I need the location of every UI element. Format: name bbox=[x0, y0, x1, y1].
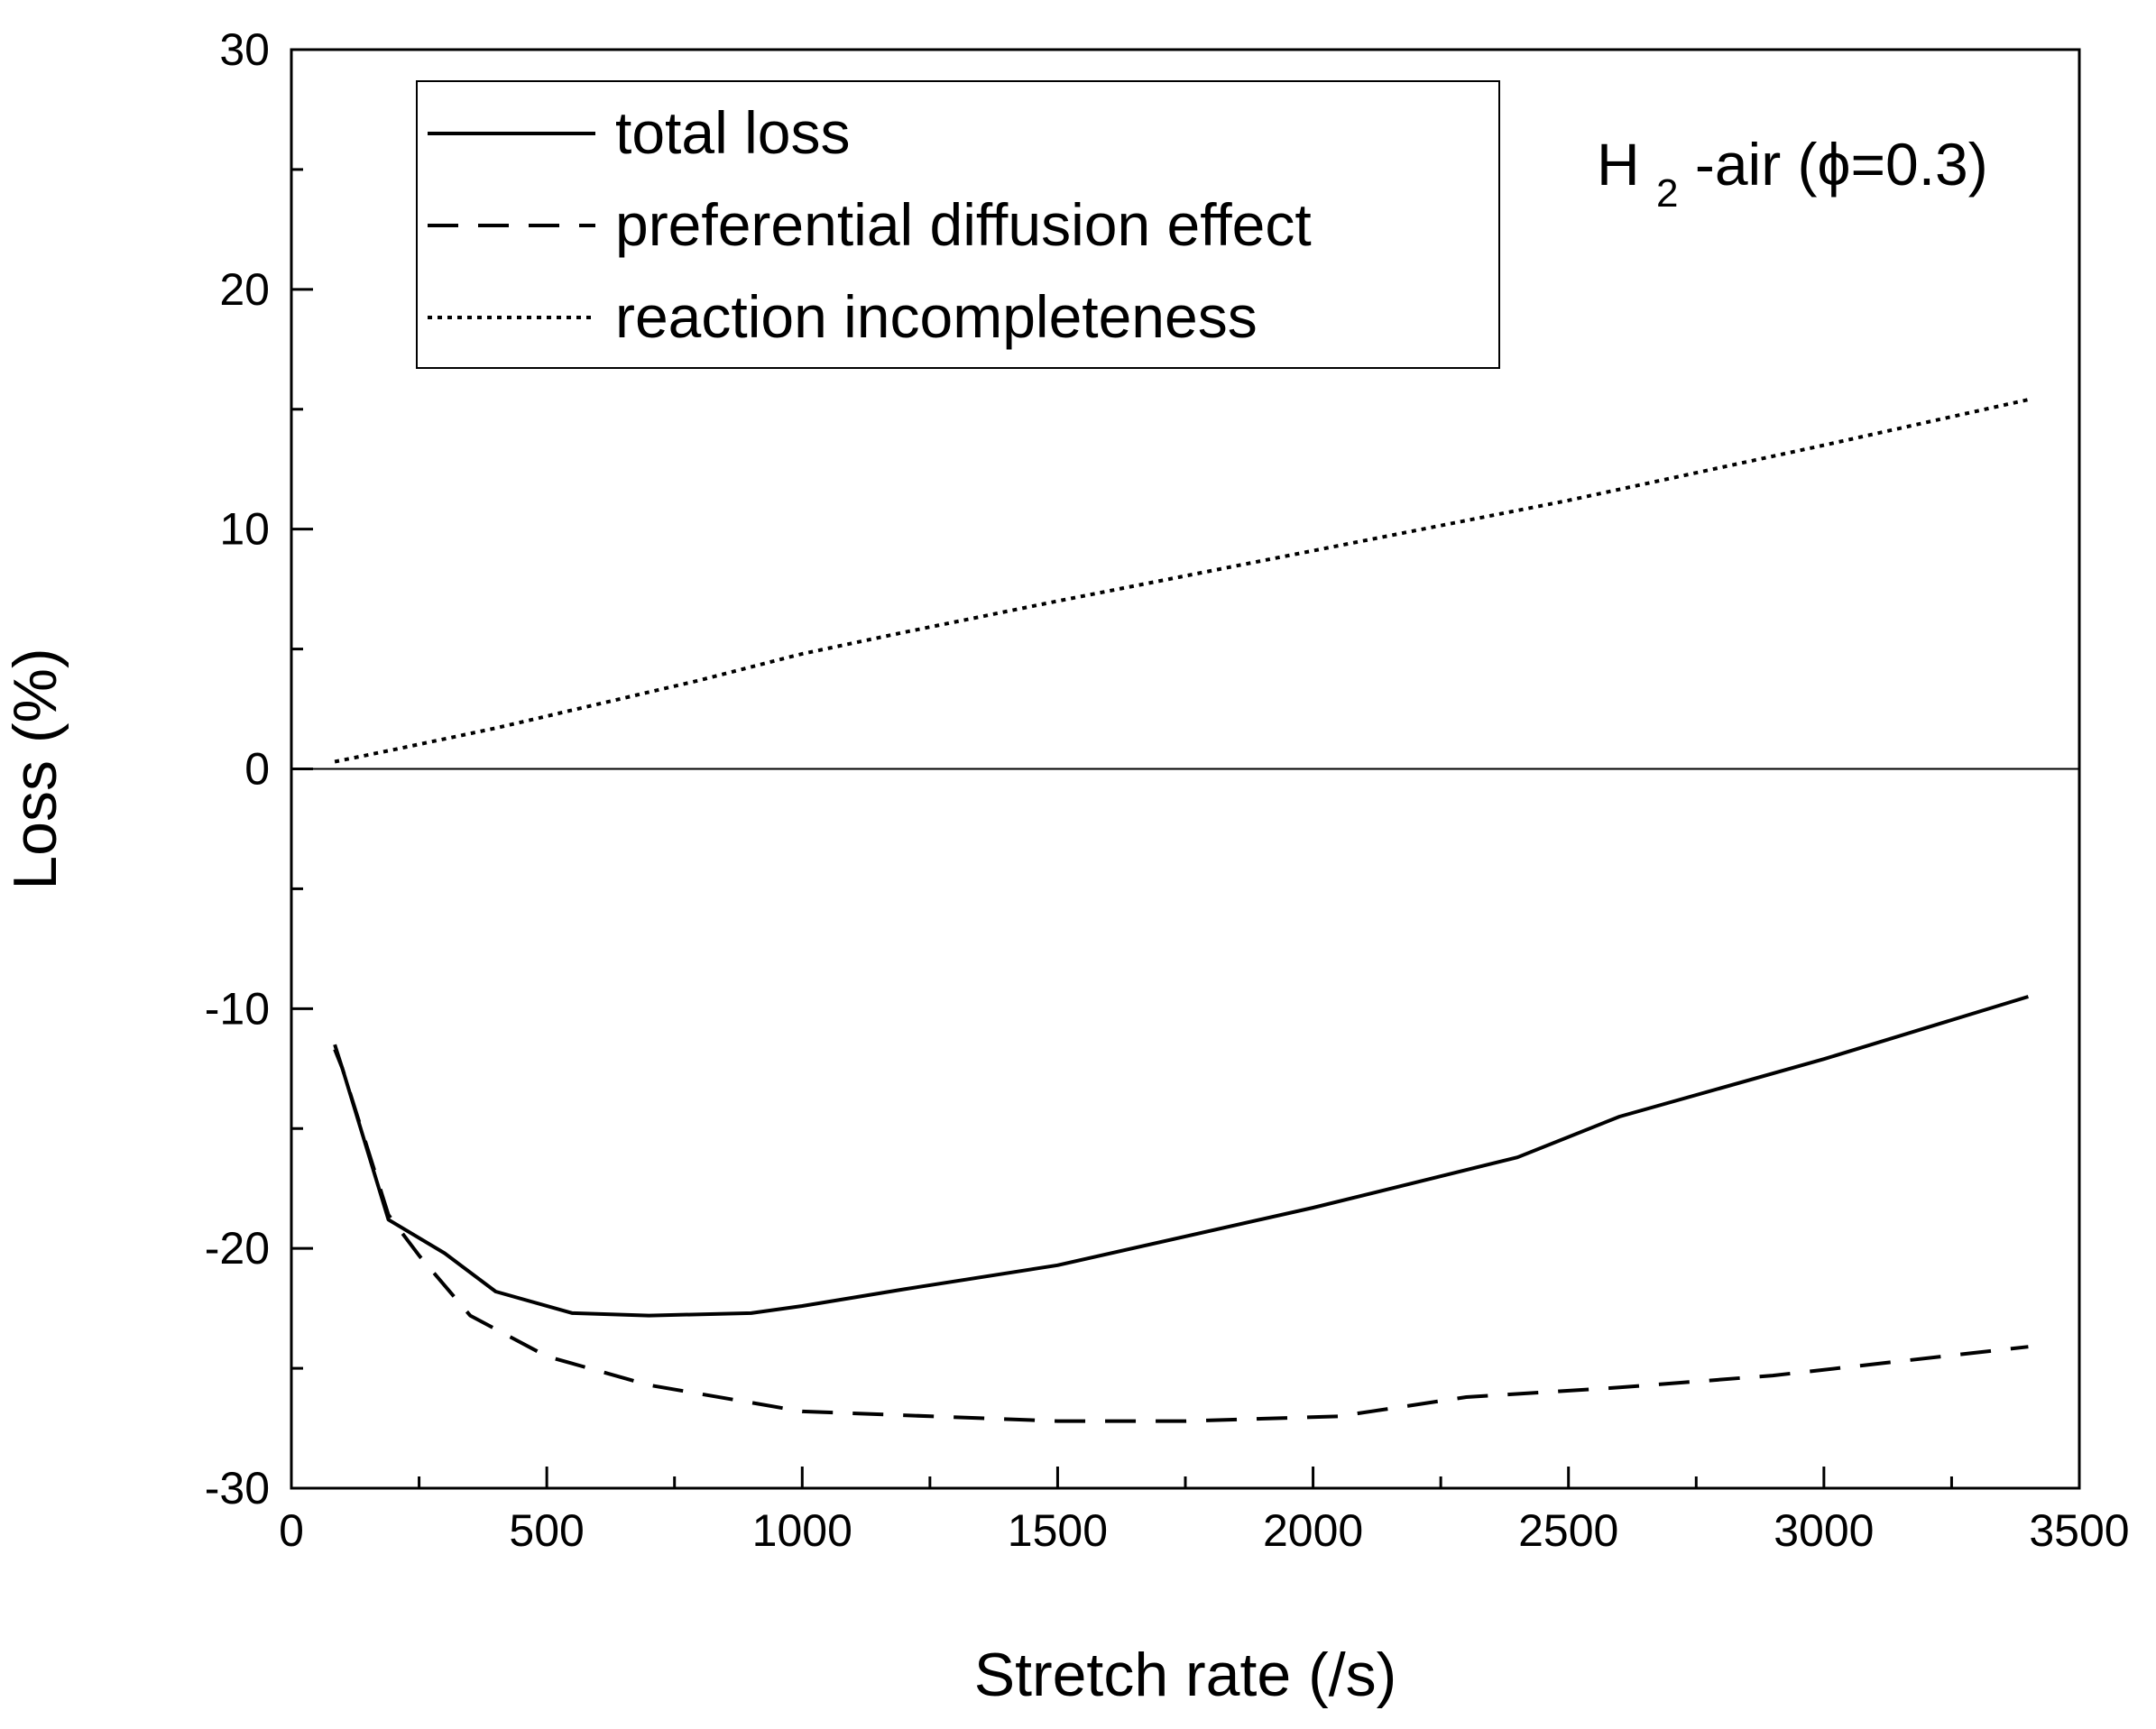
x-tick-label: 1500 bbox=[1008, 1505, 1108, 1556]
y-tick-label: 10 bbox=[219, 504, 270, 555]
series-lines bbox=[333, 398, 2029, 1423]
y-tick-label: 20 bbox=[219, 264, 270, 315]
annotation-subscript: 2 bbox=[1656, 171, 1678, 216]
y-tick-label: -10 bbox=[205, 983, 270, 1034]
legend-label: preferential diffusion effect bbox=[615, 191, 1312, 258]
y-tick-label: -20 bbox=[205, 1223, 270, 1274]
x-tick-label: 3500 bbox=[2029, 1505, 2129, 1556]
legend-label: reaction incompleteness bbox=[615, 283, 1258, 350]
y-axis-title: Loss (%) bbox=[1, 648, 69, 889]
legend: total loss preferential diffusion effect r… bbox=[416, 80, 1500, 369]
x-tick-label: 0 bbox=[279, 1505, 304, 1556]
x-tick-label: 1000 bbox=[752, 1505, 852, 1556]
y-tick-label: 30 bbox=[219, 24, 270, 75]
mixture-annotation: H 2 -air (ϕ=0.3) bbox=[1597, 131, 1988, 219]
x-tick-label: 500 bbox=[509, 1505, 584, 1556]
legend-entries: total loss preferential diffusion effect r… bbox=[428, 99, 1312, 350]
annotation-rest: -air (ϕ=0.3) bbox=[1695, 131, 1988, 198]
plot-frame bbox=[290, 48, 2081, 1490]
x-axis-title: Stretch rate (/s) bbox=[974, 1641, 1397, 1709]
annotation-main: H bbox=[1597, 131, 1640, 198]
legend-label: total loss bbox=[615, 99, 850, 166]
legend-box bbox=[416, 80, 1500, 369]
y-tick-label: 0 bbox=[244, 744, 270, 795]
x-tick-label: 3000 bbox=[1774, 1505, 1874, 1556]
x-tick-label: 2500 bbox=[1518, 1505, 1618, 1556]
series-line-2 bbox=[333, 1044, 2029, 1423]
tick-labels: 0 500 1000 1500 2000 2500 3000 3500 -30 -20 -10 0 10… bbox=[205, 24, 2130, 1556]
series-line-1 bbox=[333, 995, 2029, 1318]
y-tick-label: -30 bbox=[205, 1463, 270, 1513]
series-line-3 bbox=[334, 398, 2029, 764]
x-tick-label: 2000 bbox=[1263, 1505, 1363, 1556]
